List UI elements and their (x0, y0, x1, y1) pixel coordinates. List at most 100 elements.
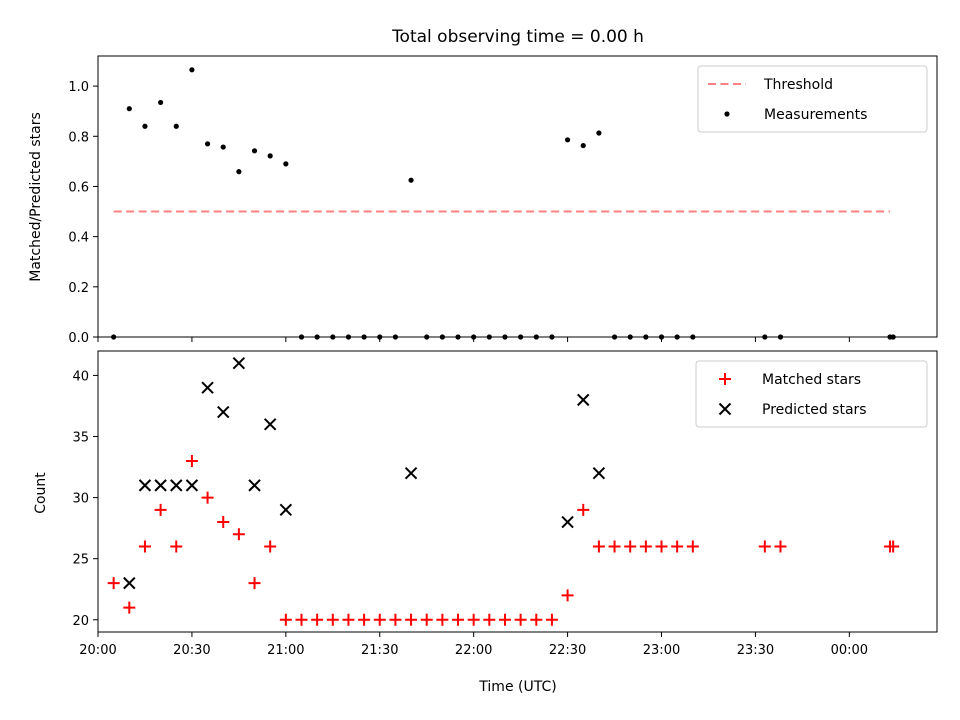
measurement-point (580, 142, 586, 149)
bottom-panel: 20:00 20:30 21:00 21:30 22:00 22:30 23:00 23:30… (72, 350, 938, 658)
matched-star-point (138, 540, 151, 553)
matched-star-point (185, 454, 198, 467)
bottom-y-axis-label: Count (33, 472, 49, 514)
matched-star-point (342, 613, 355, 626)
predicted-star-point (123, 576, 136, 590)
matched-star-point (264, 540, 277, 553)
measurement-point (251, 148, 258, 154)
bottom-y-tick-label: 30 (72, 492, 89, 507)
top-panel: 0.0 0.2 0.4 0.6 0.8 1.0 Threshold Measurements (68, 55, 938, 346)
predicted-star-point (185, 479, 199, 492)
predicted-star-point (592, 466, 606, 480)
matched-star-point (326, 613, 339, 626)
matched-star-point (608, 540, 621, 553)
matched-star-point (311, 613, 324, 626)
matched-star-point (232, 528, 245, 541)
matched-star-point (436, 613, 449, 626)
top-legend-box (697, 65, 928, 133)
measurement-point (283, 161, 289, 167)
matched-star-point (671, 540, 684, 553)
matched-star-point (686, 540, 699, 553)
measurement-point (173, 123, 179, 129)
matched-star-point (295, 613, 308, 626)
bottom-y-tick-label: 35 (72, 431, 89, 446)
legend-measurement-swatch (724, 111, 730, 117)
measurement-point (142, 123, 148, 129)
legend-threshold-label: Threshold (763, 77, 833, 93)
top-y-tick-label: 0.6 (68, 180, 89, 195)
top-axes-frame (97, 55, 938, 338)
bottom-y-tick-label: 40 (72, 369, 89, 384)
predicted-star-point (232, 357, 246, 370)
x-tick-label: 21:00 (267, 643, 304, 658)
x-tick-label: 22:00 (455, 643, 492, 658)
matched-star-point (373, 613, 386, 626)
matched-star-point (498, 613, 511, 626)
predicted-star-point (404, 466, 418, 480)
x-tick-label: 20:00 (79, 643, 116, 658)
matched-star-point (201, 491, 214, 504)
predicted-star-point (248, 479, 261, 492)
legend-measurements-label: Measurements (764, 107, 867, 123)
measurement-point (220, 144, 226, 150)
matched-star-point (483, 613, 496, 626)
matched-star-point (389, 613, 402, 626)
matched-star-point (561, 589, 574, 602)
predicted-star-point (263, 418, 277, 431)
measurement-point (126, 106, 132, 112)
measurement-point (158, 99, 164, 106)
matched-star-point (887, 540, 900, 553)
measurement-point (204, 141, 211, 147)
predicted-star-point (170, 479, 183, 492)
matched-star-point (758, 540, 771, 553)
matched-star-point (452, 613, 465, 626)
top-legend: Threshold Measurements (697, 65, 928, 133)
predicted-star-point (217, 405, 230, 419)
matched-star-point (639, 540, 652, 553)
matched-star-point (154, 503, 167, 516)
matched-star-point (774, 540, 787, 553)
measurement-point (189, 67, 195, 73)
matched-star-point (217, 516, 230, 529)
predicted-star-point (154, 479, 167, 492)
matched-star-point (405, 613, 418, 626)
measurement-point (267, 153, 273, 159)
matched-star-point (655, 540, 668, 553)
measurement-point (236, 169, 242, 175)
chart-title: Total observing time = 0.00 h (391, 27, 644, 47)
bottom-y-tick-label: 25 (72, 553, 89, 568)
matched-star-point (279, 613, 292, 626)
matched-star-point (530, 613, 543, 626)
matched-star-point (592, 540, 605, 553)
matched-star-point (577, 503, 590, 516)
legend-predicted-swatch (718, 402, 732, 416)
top-y-tick-label: 1.0 (68, 80, 89, 95)
matched-star-point (248, 577, 261, 590)
bottom-legend: Matched stars Predicted stars (695, 360, 928, 428)
predicted-star-point (279, 503, 293, 517)
legend-matched-swatch (719, 373, 731, 385)
x-tick-label: 00:00 (831, 643, 868, 658)
matched-star-point (170, 540, 183, 553)
matched-star-point (358, 613, 371, 626)
predicted-star-point (138, 479, 152, 492)
legend-matched-label: Matched stars (762, 372, 861, 388)
matched-star-point (123, 601, 136, 614)
x-tick-label: 23:00 (643, 643, 680, 658)
matched-star-point (545, 613, 558, 626)
bottom-legend-box (695, 360, 928, 428)
measurement-point (408, 177, 414, 183)
top-y-tick-label: 0.0 (68, 331, 89, 346)
x-tick-label: 23:30 (737, 643, 774, 658)
predicted-star-point (201, 381, 214, 394)
matched-star-point (420, 613, 433, 626)
x-tick-label: 21:30 (361, 643, 398, 658)
top-y-tick-label: 0.2 (68, 281, 89, 296)
top-y-tick-label: 0.4 (68, 231, 89, 246)
matched-star-point (514, 613, 527, 626)
top-y-tick-label: 0.8 (68, 130, 89, 145)
x-axis-label: Time (UTC) (478, 679, 556, 695)
x-tick-label: 20:30 (173, 643, 210, 658)
measurement-point (564, 137, 571, 143)
